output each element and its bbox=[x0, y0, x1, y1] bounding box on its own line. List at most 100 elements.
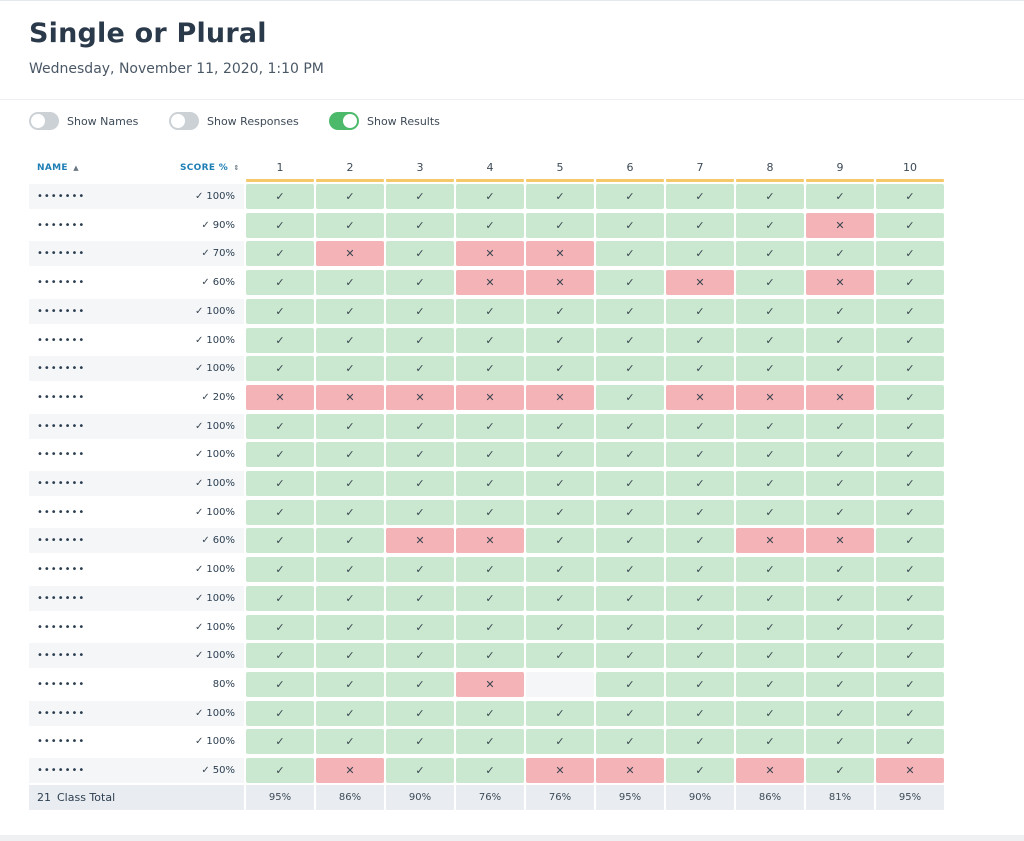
result-cell-correct[interactable]: ✓ bbox=[316, 528, 384, 553]
result-cell-correct[interactable]: ✓ bbox=[666, 184, 734, 209]
result-cell-wrong[interactable]: ✕ bbox=[736, 758, 804, 783]
result-cell-correct[interactable]: ✓ bbox=[386, 299, 454, 324]
result-cell-correct[interactable]: ✓ bbox=[876, 672, 944, 697]
result-cell-correct[interactable]: ✓ bbox=[806, 615, 874, 640]
result-cell-wrong[interactable]: ✕ bbox=[736, 385, 804, 410]
result-cell-correct[interactable]: ✓ bbox=[456, 557, 524, 582]
result-cell-correct[interactable]: ✓ bbox=[596, 471, 664, 496]
result-cell-correct[interactable]: ✓ bbox=[246, 328, 314, 353]
result-cell-wrong[interactable]: ✕ bbox=[596, 758, 664, 783]
result-cell-wrong[interactable]: ✕ bbox=[806, 270, 874, 295]
result-cell-correct[interactable]: ✓ bbox=[246, 758, 314, 783]
result-cell-correct[interactable]: ✓ bbox=[386, 414, 454, 439]
result-cell-wrong[interactable]: ✕ bbox=[736, 528, 804, 553]
result-cell-correct[interactable]: ✓ bbox=[876, 528, 944, 553]
result-cell-correct[interactable]: ✓ bbox=[876, 471, 944, 496]
result-cell-wrong[interactable]: ✕ bbox=[246, 385, 314, 410]
result-cell-correct[interactable]: ✓ bbox=[736, 557, 804, 582]
result-cell-correct[interactable]: ✓ bbox=[316, 442, 384, 467]
result-cell-correct[interactable]: ✓ bbox=[876, 586, 944, 611]
result-cell-correct[interactable]: ✓ bbox=[526, 442, 594, 467]
result-cell-correct[interactable]: ✓ bbox=[316, 729, 384, 754]
result-cell-correct[interactable]: ✓ bbox=[806, 442, 874, 467]
result-cell-correct[interactable]: ✓ bbox=[736, 442, 804, 467]
result-cell-correct[interactable]: ✓ bbox=[246, 672, 314, 697]
result-cell-correct[interactable]: ✓ bbox=[876, 701, 944, 726]
result-cell-correct[interactable]: ✓ bbox=[596, 643, 664, 668]
result-cell-correct[interactable]: ✓ bbox=[736, 184, 804, 209]
result-cell-correct[interactable]: ✓ bbox=[386, 729, 454, 754]
result-cell-correct[interactable]: ✓ bbox=[666, 643, 734, 668]
result-cell-correct[interactable]: ✓ bbox=[526, 557, 594, 582]
result-cell-correct[interactable]: ✓ bbox=[806, 471, 874, 496]
result-cell-correct[interactable]: ✓ bbox=[736, 414, 804, 439]
show-responses-toggle[interactable]: Show Responses bbox=[169, 111, 299, 131]
result-cell-wrong[interactable]: ✕ bbox=[526, 270, 594, 295]
result-cell-correct[interactable]: ✓ bbox=[806, 557, 874, 582]
result-cell-correct[interactable]: ✓ bbox=[246, 241, 314, 266]
question-header-9[interactable]: 9 bbox=[806, 158, 874, 182]
result-cell-correct[interactable]: ✓ bbox=[526, 328, 594, 353]
result-cell-correct[interactable]: ✓ bbox=[246, 701, 314, 726]
result-cell-correct[interactable]: ✓ bbox=[526, 729, 594, 754]
result-cell-correct[interactable]: ✓ bbox=[806, 586, 874, 611]
result-cell-wrong[interactable]: ✕ bbox=[876, 758, 944, 783]
result-cell-correct[interactable]: ✓ bbox=[666, 356, 734, 381]
result-cell-correct[interactable]: ✓ bbox=[666, 414, 734, 439]
result-cell-correct[interactable]: ✓ bbox=[666, 500, 734, 525]
result-cell-correct[interactable]: ✓ bbox=[456, 701, 524, 726]
result-cell-correct[interactable]: ✓ bbox=[806, 701, 874, 726]
result-cell-correct[interactable]: ✓ bbox=[876, 557, 944, 582]
result-cell-correct[interactable]: ✓ bbox=[596, 414, 664, 439]
result-cell-correct[interactable]: ✓ bbox=[876, 643, 944, 668]
result-cell-correct[interactable]: ✓ bbox=[386, 471, 454, 496]
result-cell-correct[interactable]: ✓ bbox=[876, 414, 944, 439]
question-header-1[interactable]: 1 bbox=[246, 158, 314, 182]
result-cell-correct[interactable]: ✓ bbox=[526, 500, 594, 525]
result-cell-correct[interactable]: ✓ bbox=[246, 213, 314, 238]
result-cell-correct[interactable]: ✓ bbox=[246, 414, 314, 439]
result-cell-correct[interactable]: ✓ bbox=[246, 557, 314, 582]
question-header-3[interactable]: 3 bbox=[386, 158, 454, 182]
result-cell-correct[interactable]: ✓ bbox=[806, 299, 874, 324]
result-cell-correct[interactable]: ✓ bbox=[666, 241, 734, 266]
result-cell-correct[interactable]: ✓ bbox=[526, 586, 594, 611]
result-cell-correct[interactable]: ✓ bbox=[666, 442, 734, 467]
result-cell-correct[interactable]: ✓ bbox=[736, 241, 804, 266]
result-cell-correct[interactable]: ✓ bbox=[316, 557, 384, 582]
result-cell-correct[interactable]: ✓ bbox=[316, 328, 384, 353]
result-cell-correct[interactable]: ✓ bbox=[386, 500, 454, 525]
result-cell-correct[interactable]: ✓ bbox=[596, 184, 664, 209]
result-cell-wrong[interactable]: ✕ bbox=[456, 241, 524, 266]
result-cell-correct[interactable]: ✓ bbox=[736, 328, 804, 353]
result-cell-correct[interactable]: ✓ bbox=[736, 299, 804, 324]
result-cell-correct[interactable]: ✓ bbox=[246, 528, 314, 553]
result-cell-correct[interactable]: ✓ bbox=[526, 615, 594, 640]
result-cell-correct[interactable]: ✓ bbox=[246, 615, 314, 640]
result-cell-correct[interactable]: ✓ bbox=[666, 758, 734, 783]
result-cell-correct[interactable]: ✓ bbox=[596, 586, 664, 611]
result-cell-correct[interactable]: ✓ bbox=[246, 356, 314, 381]
result-cell-correct[interactable]: ✓ bbox=[666, 328, 734, 353]
result-cell-correct[interactable]: ✓ bbox=[666, 528, 734, 553]
toggle-switch[interactable] bbox=[29, 112, 59, 130]
result-cell-correct[interactable]: ✓ bbox=[526, 701, 594, 726]
result-cell-correct[interactable]: ✓ bbox=[666, 213, 734, 238]
result-cell-correct[interactable]: ✓ bbox=[316, 270, 384, 295]
result-cell-correct[interactable]: ✓ bbox=[876, 442, 944, 467]
result-cell-correct[interactable]: ✓ bbox=[736, 586, 804, 611]
question-header-2[interactable]: 2 bbox=[316, 158, 384, 182]
toggle-switch[interactable] bbox=[169, 112, 199, 130]
result-cell-correct[interactable]: ✓ bbox=[806, 356, 874, 381]
result-cell-correct[interactable]: ✓ bbox=[316, 701, 384, 726]
result-cell-correct[interactable]: ✓ bbox=[876, 184, 944, 209]
question-header-4[interactable]: 4 bbox=[456, 158, 524, 182]
result-cell-correct[interactable]: ✓ bbox=[246, 500, 314, 525]
result-cell-wrong[interactable]: ✕ bbox=[456, 270, 524, 295]
question-header-7[interactable]: 7 bbox=[666, 158, 734, 182]
result-cell-correct[interactable]: ✓ bbox=[456, 729, 524, 754]
result-cell-correct[interactable]: ✓ bbox=[386, 758, 454, 783]
result-cell-correct[interactable]: ✓ bbox=[246, 586, 314, 611]
result-cell-correct[interactable]: ✓ bbox=[246, 184, 314, 209]
result-cell-correct[interactable]: ✓ bbox=[876, 328, 944, 353]
